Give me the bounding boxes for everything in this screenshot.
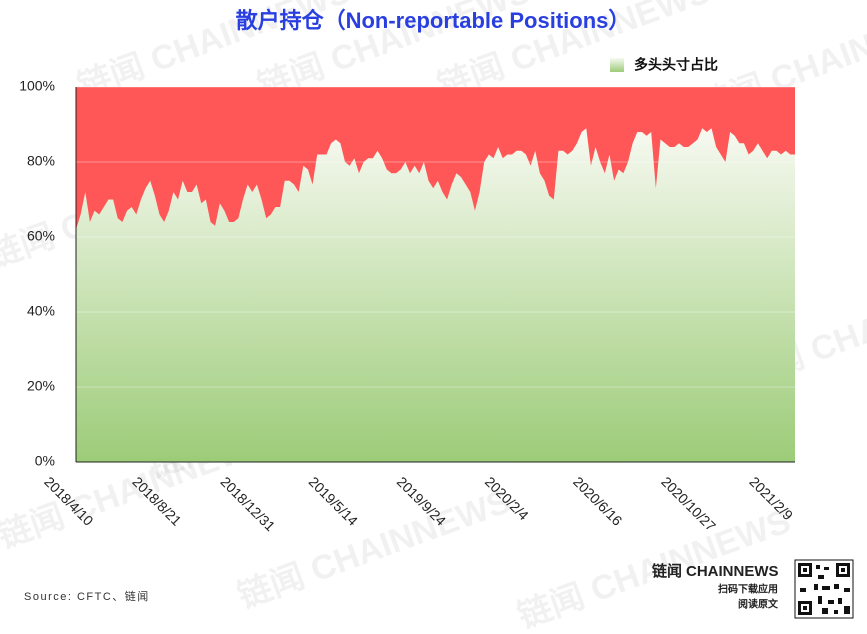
x-tick-label: 2018/12/31 <box>218 473 279 534</box>
x-tick-label: 2020/6/16 <box>570 473 626 529</box>
y-tick-label: 60% <box>27 228 55 244</box>
y-tick-label: 100% <box>19 78 55 94</box>
y-tick-label: 40% <box>27 303 55 319</box>
source: Source: CFTC、链闻 <box>24 589 150 603</box>
brand-latin: CHAINNEWS <box>686 563 779 580</box>
y-tick-label: 0% <box>35 453 55 469</box>
chart-title: 散户持仓（Non-reportable Positions） <box>236 8 631 33</box>
y-tick-label: 80% <box>27 153 55 169</box>
legend-swatch <box>610 58 624 72</box>
brand-line1: 扫码下载应用 <box>718 583 778 596</box>
watermark: 链闻 CHAINNEWS <box>233 482 516 616</box>
qr-code <box>794 559 854 619</box>
brand-name: 链闻 <box>652 562 682 580</box>
brand-line2: 阅读原文 <box>738 598 779 611</box>
y-tick-label: 20% <box>27 378 55 394</box>
x-tick-label: 2020/10/27 <box>658 473 719 534</box>
legend-label: 多头头寸占比 <box>634 57 718 73</box>
x-tick-label: 2019/5/14 <box>306 473 362 529</box>
area <box>76 128 795 462</box>
